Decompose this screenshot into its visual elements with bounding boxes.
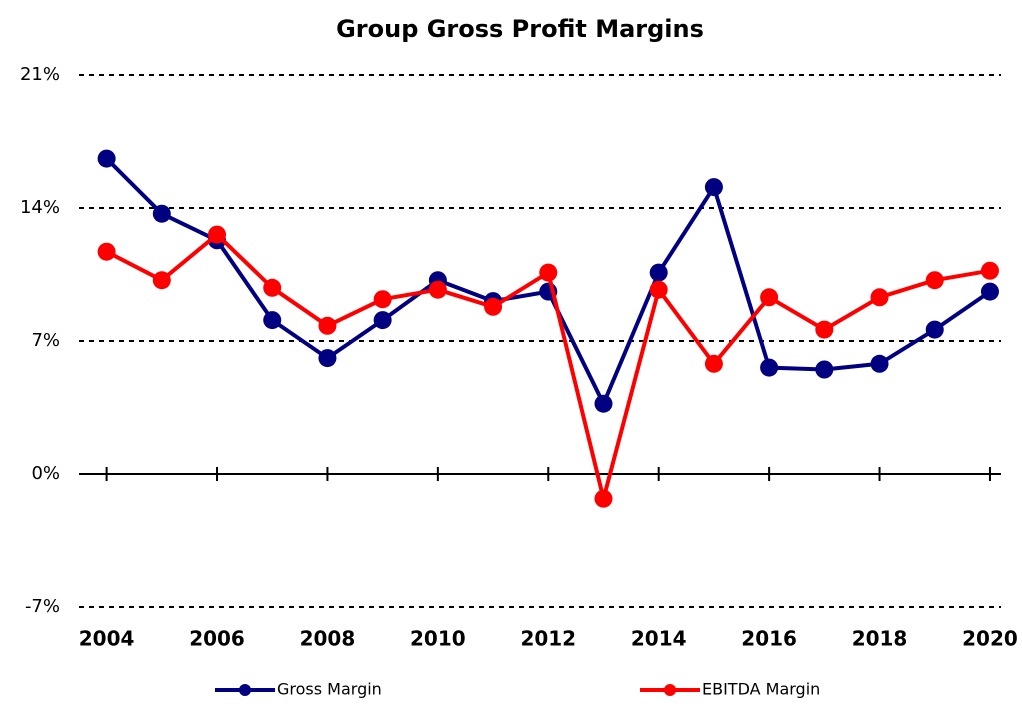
legend-label: EBITDA Margin: [702, 680, 820, 699]
data-point: [373, 311, 392, 330]
x-tick-label: 2008: [300, 627, 356, 651]
data-point: [925, 320, 944, 339]
y-tick-label: -7%: [25, 596, 60, 617]
data-point: [208, 225, 227, 244]
data-point: [594, 489, 613, 508]
x-tick-label: 2020: [962, 627, 1018, 651]
legend-marker: [664, 684, 676, 696]
data-point: [760, 288, 779, 307]
y-tick-label: 14%: [20, 197, 60, 218]
data-point: [152, 204, 171, 223]
data-point: [594, 394, 613, 413]
data-point: [263, 311, 282, 330]
y-tick-label: 0%: [31, 463, 60, 484]
x-tick-label: 2014: [631, 627, 687, 651]
legend-marker: [239, 684, 251, 696]
data-point: [428, 280, 447, 299]
data-point: [649, 280, 668, 299]
chart-title: Group Gross Profit Margins: [336, 15, 704, 43]
x-tick-label: 2010: [410, 627, 466, 651]
x-tick-label: 2004: [79, 627, 135, 651]
y-tick-label: 21%: [20, 64, 60, 85]
data-point: [925, 271, 944, 290]
data-point: [263, 278, 282, 297]
data-point: [815, 320, 834, 339]
data-point: [980, 282, 999, 301]
data-point: [815, 360, 834, 379]
data-point: [373, 290, 392, 309]
data-point: [704, 178, 723, 197]
data-point: [484, 297, 503, 316]
x-tick-label: 2006: [189, 627, 245, 651]
x-tick-label: 2016: [741, 627, 797, 651]
data-point: [539, 263, 558, 282]
data-point: [870, 288, 889, 307]
data-point: [870, 354, 889, 373]
data-point: [704, 354, 723, 373]
data-point: [97, 242, 116, 261]
y-tick-label: 7%: [31, 330, 60, 351]
data-point: [980, 261, 999, 280]
data-point: [318, 316, 337, 335]
data-point: [318, 349, 337, 368]
data-point: [152, 271, 171, 290]
data-point: [97, 149, 116, 168]
data-point: [760, 358, 779, 377]
x-tick-label: 2012: [520, 627, 576, 651]
data-point: [649, 263, 668, 282]
legend-label: Gross Margin: [277, 680, 382, 699]
x-tick-label: 2018: [852, 627, 908, 651]
